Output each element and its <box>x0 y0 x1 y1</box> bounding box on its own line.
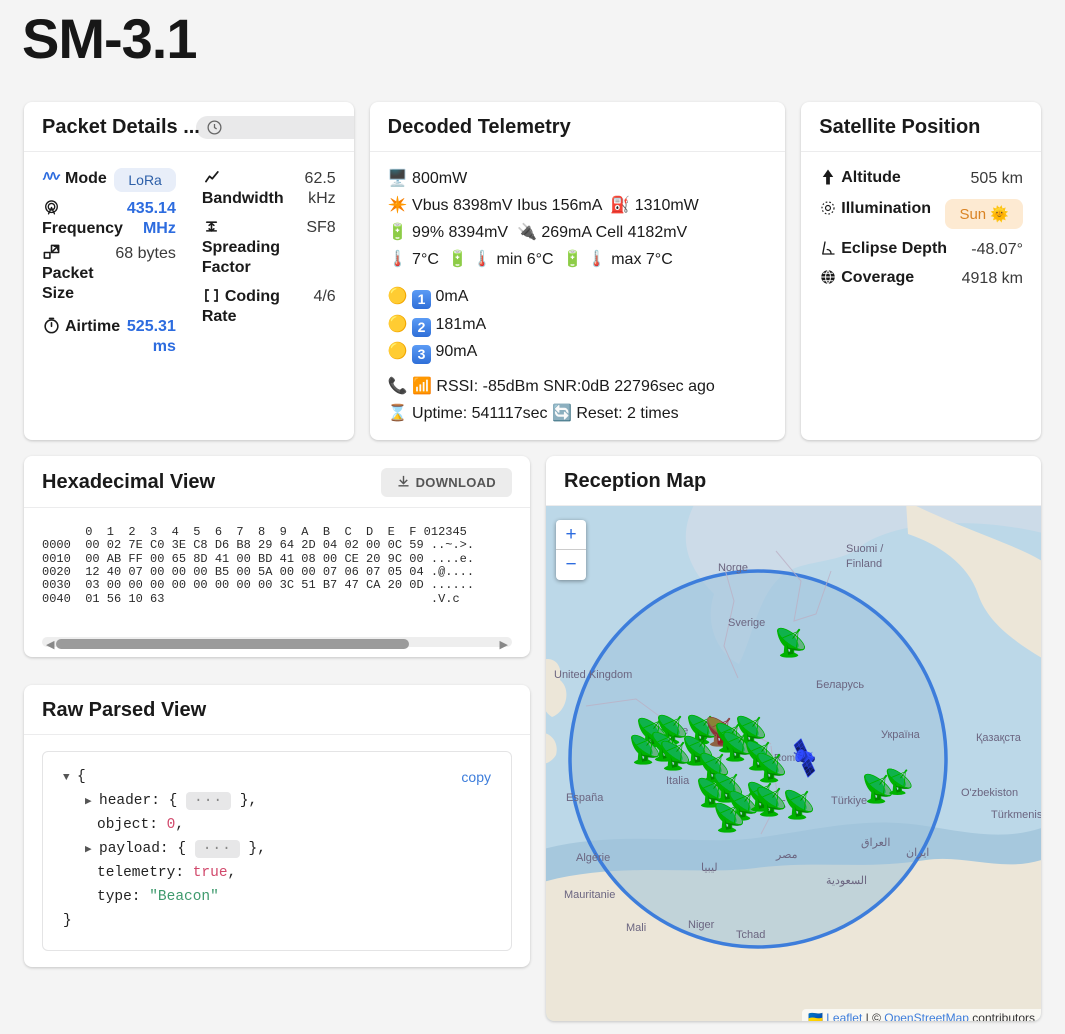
svg-text:Norge: Norge <box>718 562 748 574</box>
svg-text:Mauritanie: Mauritanie <box>564 889 615 901</box>
svg-text:Niger: Niger <box>688 919 715 931</box>
svg-text:Sverige: Sverige <box>728 617 765 629</box>
svg-text:السعودية: السعودية <box>826 875 867 887</box>
svg-text:Suomi /: Suomi / <box>846 543 884 555</box>
svg-text:Қазақста: Қазақста <box>976 732 1022 744</box>
svg-text:Mali: Mali <box>626 922 646 934</box>
svg-text:Finland: Finland <box>846 558 882 570</box>
svg-text:United Kingdom: United Kingdom <box>554 669 632 681</box>
svg-text:ايران: ايران <box>906 847 929 859</box>
svg-text:O'zbekiston: O'zbekiston <box>961 787 1018 799</box>
svg-text:Italia: Italia <box>666 775 690 787</box>
svg-text:Türkmenistan: Türkmenistan <box>991 809 1041 821</box>
svg-text:العراق: العراق <box>861 837 890 849</box>
svg-text:Tchad: Tchad <box>736 929 765 941</box>
svg-text:ليبيا: ليبيا <box>701 862 718 874</box>
svg-text:Algérie: Algérie <box>576 852 610 864</box>
svg-text:مصر: مصر <box>775 849 798 861</box>
svg-text:Україна: Україна <box>881 729 921 741</box>
svg-text:Беларусь: Беларусь <box>816 679 864 691</box>
svg-text:España: España <box>566 792 604 804</box>
